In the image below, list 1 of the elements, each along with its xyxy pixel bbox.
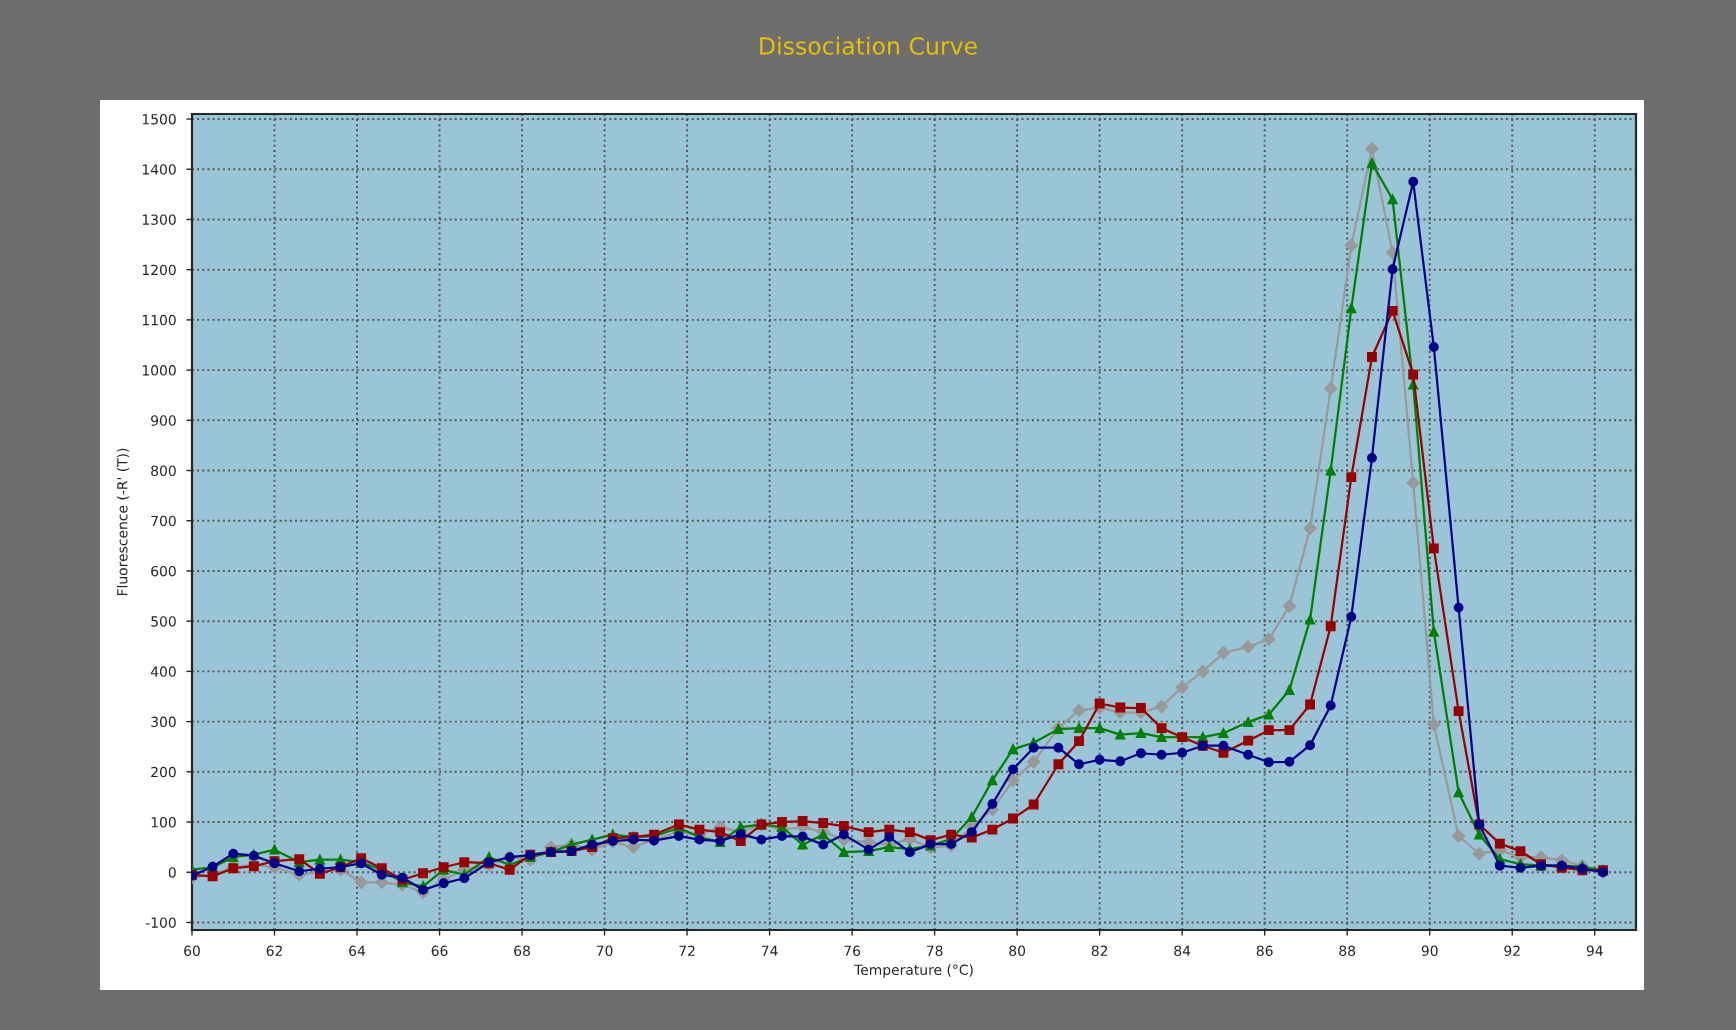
chart-title: Dissociation Curve xyxy=(760,36,977,55)
